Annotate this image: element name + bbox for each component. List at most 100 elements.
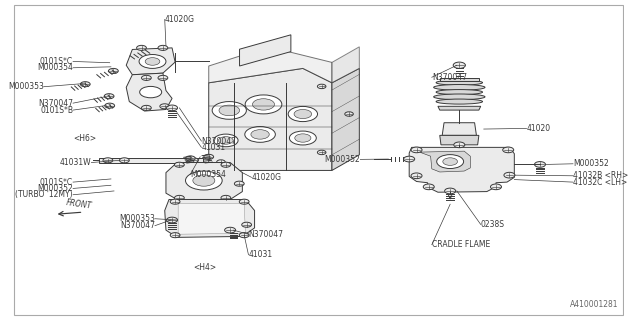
Circle shape — [436, 155, 463, 169]
Circle shape — [453, 62, 465, 68]
Text: 0101S*C: 0101S*C — [40, 178, 73, 187]
Circle shape — [445, 188, 456, 194]
Circle shape — [217, 160, 225, 164]
Circle shape — [317, 84, 326, 89]
Circle shape — [404, 156, 415, 162]
Text: 41031: 41031 — [248, 250, 273, 259]
Polygon shape — [440, 135, 479, 145]
Text: N370047: N370047 — [248, 230, 284, 239]
Circle shape — [234, 181, 244, 186]
Polygon shape — [209, 47, 332, 83]
Polygon shape — [442, 123, 476, 135]
Circle shape — [317, 150, 326, 155]
Polygon shape — [99, 158, 203, 163]
Circle shape — [219, 105, 239, 116]
Circle shape — [411, 147, 422, 153]
Text: N370047: N370047 — [38, 99, 73, 108]
Circle shape — [105, 103, 115, 108]
Text: 0101S*C: 0101S*C — [40, 57, 73, 66]
Polygon shape — [239, 35, 291, 66]
Circle shape — [166, 217, 177, 223]
Text: N370047: N370047 — [120, 221, 155, 230]
Circle shape — [245, 95, 282, 114]
Text: N370047: N370047 — [432, 73, 467, 82]
Circle shape — [218, 137, 233, 144]
Text: M000352: M000352 — [573, 159, 609, 168]
Circle shape — [502, 147, 514, 153]
Circle shape — [411, 173, 422, 179]
Circle shape — [288, 107, 317, 122]
Circle shape — [294, 109, 312, 119]
Circle shape — [186, 171, 222, 190]
Circle shape — [490, 184, 502, 190]
Polygon shape — [332, 47, 359, 83]
Text: 41020G: 41020G — [164, 15, 195, 24]
Circle shape — [221, 162, 231, 167]
Text: 41020G: 41020G — [252, 173, 282, 182]
Ellipse shape — [434, 84, 485, 90]
Circle shape — [166, 105, 177, 111]
Circle shape — [295, 134, 311, 142]
Circle shape — [170, 233, 180, 238]
Text: M000353: M000353 — [8, 82, 44, 91]
Circle shape — [136, 45, 147, 51]
Circle shape — [221, 196, 231, 200]
Polygon shape — [409, 148, 515, 192]
Circle shape — [204, 154, 214, 159]
Circle shape — [81, 82, 90, 87]
Circle shape — [175, 162, 184, 167]
Text: (TURBO '12MY): (TURBO '12MY) — [15, 190, 73, 199]
Circle shape — [214, 134, 238, 147]
Text: M000354: M000354 — [190, 170, 227, 179]
Text: 41032C <LH>: 41032C <LH> — [573, 178, 627, 187]
Polygon shape — [126, 73, 172, 111]
Circle shape — [443, 158, 458, 165]
Circle shape — [189, 158, 198, 163]
Circle shape — [225, 227, 236, 233]
Circle shape — [140, 86, 162, 98]
Circle shape — [170, 199, 180, 204]
Circle shape — [289, 131, 316, 145]
Circle shape — [109, 68, 118, 74]
Circle shape — [175, 196, 184, 200]
Circle shape — [239, 233, 249, 238]
Circle shape — [158, 45, 168, 51]
Text: M000352: M000352 — [324, 155, 360, 164]
Text: M000352: M000352 — [37, 184, 73, 193]
Ellipse shape — [434, 94, 485, 100]
Circle shape — [212, 101, 246, 119]
Text: 41020: 41020 — [527, 124, 550, 133]
Circle shape — [120, 158, 129, 163]
Circle shape — [158, 75, 168, 80]
Circle shape — [104, 94, 114, 99]
Circle shape — [454, 142, 465, 148]
Text: <H6>: <H6> — [73, 134, 96, 143]
Circle shape — [345, 112, 353, 116]
Polygon shape — [178, 204, 245, 234]
Text: M000353: M000353 — [119, 214, 155, 223]
Circle shape — [253, 99, 275, 110]
Circle shape — [251, 130, 269, 139]
Text: <H4>: <H4> — [193, 263, 216, 272]
Circle shape — [193, 175, 215, 186]
Polygon shape — [126, 48, 175, 75]
Circle shape — [242, 222, 252, 227]
Circle shape — [504, 172, 515, 178]
Polygon shape — [166, 163, 243, 199]
Circle shape — [141, 105, 151, 110]
Text: 0238S: 0238S — [481, 220, 505, 229]
Text: A410001281: A410001281 — [570, 300, 618, 309]
Ellipse shape — [436, 90, 483, 95]
Circle shape — [103, 158, 113, 163]
Text: 41031W: 41031W — [60, 158, 92, 167]
Circle shape — [139, 54, 166, 68]
Circle shape — [186, 156, 195, 161]
Polygon shape — [164, 199, 255, 237]
Circle shape — [145, 58, 160, 65]
Ellipse shape — [436, 99, 483, 104]
Circle shape — [239, 199, 249, 204]
Circle shape — [141, 75, 151, 80]
Polygon shape — [440, 78, 479, 81]
Text: 0101S*B: 0101S*B — [40, 106, 73, 115]
Text: CRADLE FLAME: CRADLE FLAME — [432, 240, 490, 249]
